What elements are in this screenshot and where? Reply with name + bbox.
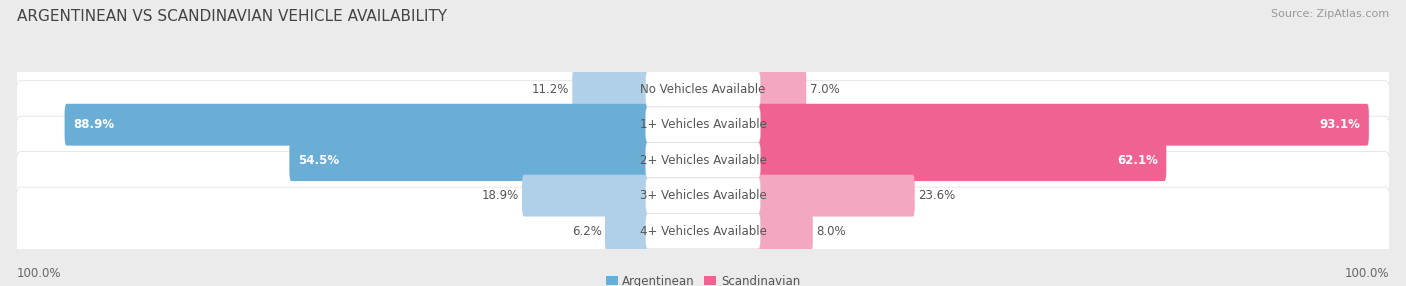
- Text: 100.0%: 100.0%: [1344, 267, 1389, 280]
- FancyBboxPatch shape: [756, 175, 915, 217]
- FancyBboxPatch shape: [605, 210, 650, 252]
- FancyBboxPatch shape: [756, 139, 1167, 181]
- FancyBboxPatch shape: [15, 116, 1391, 204]
- Text: 2+ Vehicles Available: 2+ Vehicles Available: [640, 154, 766, 167]
- FancyBboxPatch shape: [645, 142, 761, 178]
- Text: 1+ Vehicles Available: 1+ Vehicles Available: [640, 118, 766, 131]
- Text: 88.9%: 88.9%: [73, 118, 114, 131]
- Text: 8.0%: 8.0%: [815, 225, 845, 238]
- FancyBboxPatch shape: [15, 45, 1391, 133]
- FancyBboxPatch shape: [645, 72, 761, 107]
- Text: 100.0%: 100.0%: [17, 267, 62, 280]
- FancyBboxPatch shape: [15, 81, 1391, 169]
- FancyBboxPatch shape: [572, 68, 650, 110]
- Text: 7.0%: 7.0%: [810, 83, 839, 96]
- Text: 18.9%: 18.9%: [481, 189, 519, 202]
- FancyBboxPatch shape: [522, 175, 650, 217]
- FancyBboxPatch shape: [756, 210, 813, 252]
- FancyBboxPatch shape: [645, 178, 761, 213]
- Text: 11.2%: 11.2%: [531, 83, 569, 96]
- FancyBboxPatch shape: [15, 152, 1391, 240]
- Text: Source: ZipAtlas.com: Source: ZipAtlas.com: [1271, 9, 1389, 19]
- FancyBboxPatch shape: [15, 187, 1391, 275]
- Text: 93.1%: 93.1%: [1319, 118, 1361, 131]
- Text: 3+ Vehicles Available: 3+ Vehicles Available: [640, 189, 766, 202]
- Text: 54.5%: 54.5%: [298, 154, 339, 167]
- Text: No Vehicles Available: No Vehicles Available: [640, 83, 766, 96]
- Text: 6.2%: 6.2%: [572, 225, 602, 238]
- FancyBboxPatch shape: [756, 104, 1369, 146]
- Text: 4+ Vehicles Available: 4+ Vehicles Available: [640, 225, 766, 238]
- Text: ARGENTINEAN VS SCANDINAVIAN VEHICLE AVAILABILITY: ARGENTINEAN VS SCANDINAVIAN VEHICLE AVAI…: [17, 9, 447, 23]
- Text: 23.6%: 23.6%: [918, 189, 955, 202]
- FancyBboxPatch shape: [645, 107, 761, 142]
- FancyBboxPatch shape: [756, 68, 806, 110]
- FancyBboxPatch shape: [65, 104, 650, 146]
- Legend: Argentinean, Scandinavian: Argentinean, Scandinavian: [602, 270, 804, 286]
- Text: 62.1%: 62.1%: [1116, 154, 1157, 167]
- FancyBboxPatch shape: [645, 213, 761, 249]
- FancyBboxPatch shape: [290, 139, 650, 181]
